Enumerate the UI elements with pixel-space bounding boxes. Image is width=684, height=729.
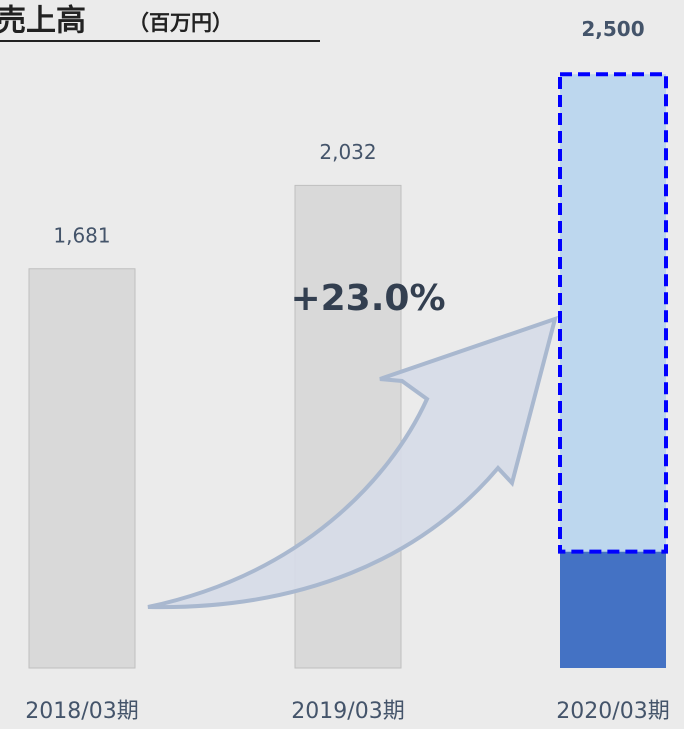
chart-title: 売上高 — [0, 4, 86, 39]
chart-subtitle: （百万円） — [128, 11, 233, 35]
bar — [28, 268, 136, 669]
x-tick-label: 2019/03期 — [291, 699, 404, 724]
bar — [560, 551, 666, 668]
x-tick-label: 2020/03期 — [556, 699, 669, 724]
value-label: 2,500 — [581, 17, 644, 41]
bar — [294, 184, 402, 669]
bar — [558, 72, 668, 554]
value-label: 1,681 — [53, 223, 110, 247]
x-tick-label: 2018/03期 — [25, 699, 138, 724]
growth-arrow — [147, 315, 558, 610]
value-label: 2,032 — [319, 140, 376, 164]
annotation: +23.0% — [290, 278, 445, 319]
